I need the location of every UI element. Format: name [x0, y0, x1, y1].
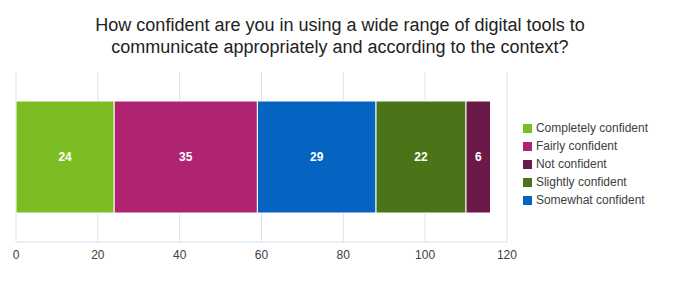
- html-text:How confident are you in using: How confident are you in using a wide ra…: [95, 15, 585, 57]
- svg-text:35: 35: [179, 150, 193, 164]
- html-text:Fairly confident: Fairly confident: [535, 139, 618, 153]
- svg-text:0: 0: [13, 248, 20, 262]
- svg-text:40: 40: [173, 248, 187, 262]
- svg-text:120: 120: [497, 248, 517, 262]
- svg-text:100: 100: [415, 248, 435, 262]
- html-text:Not confident: Not confident: [535, 157, 607, 171]
- svg-text:80: 80: [337, 248, 351, 262]
- svg-text:60: 60: [255, 248, 269, 262]
- svg-text:22: 22: [414, 150, 428, 164]
- svg-text:24: 24: [58, 150, 72, 164]
- svg-text:20: 20: [91, 248, 105, 262]
- html-text:Slightly confident: Slightly confident: [535, 175, 627, 189]
- html-text:Somewhat confident: Somewhat confident: [535, 193, 645, 207]
- svg-text:29: 29: [310, 150, 324, 164]
- svg-text:6: 6: [475, 150, 482, 164]
- html-text:Completely confident: Completely confident: [535, 121, 648, 135]
